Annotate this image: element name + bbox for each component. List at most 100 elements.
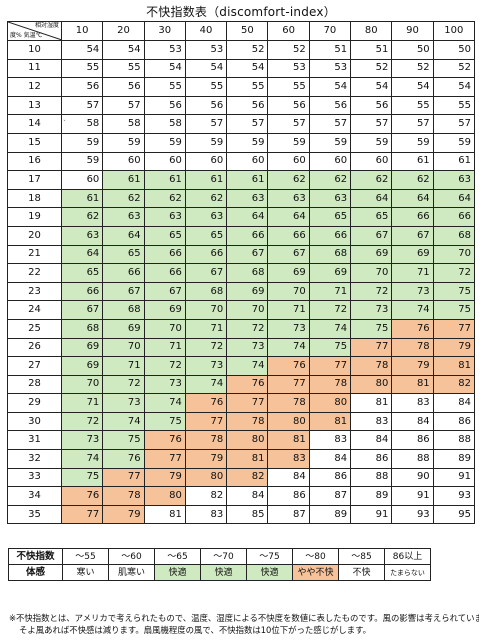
index-cell: 64: [432, 188, 475, 209]
table-row: 28 70 72 73 74 76 77 78 80 81 82: [7, 374, 475, 395]
row-header-temp: 15: [7, 132, 62, 153]
index-cell: 55: [102, 58, 145, 79]
index-cell: 52: [226, 40, 269, 60]
index-cell: 55: [226, 77, 269, 97]
index-cell: 80: [308, 393, 352, 413]
index-cell: 76: [391, 318, 434, 339]
table-row: 23 66 67 67 68 69 70 71 72 73 75: [7, 281, 475, 302]
index-cell: 73: [350, 300, 393, 320]
index-cell: 71: [267, 300, 310, 320]
index-cell: 67: [143, 281, 186, 302]
table-row: 35 77 79 81 83 85 87 89 91 93 95: [7, 504, 475, 525]
index-cell: 78: [350, 356, 393, 376]
index-cell: 73: [102, 393, 145, 413]
legend-feeling-label: 体感: [8, 564, 63, 581]
index-cell: 87: [308, 486, 352, 506]
index-cell: 56: [60, 77, 104, 97]
column-header-humidity: 80: [350, 21, 393, 41]
index-cell: 68: [60, 318, 104, 339]
index-cell: 71: [60, 393, 104, 413]
header-row: 相対湿度 度% 気温℃ 10 20 30 40 50 60 70 80 90 100: [7, 21, 475, 41]
table-row: 33 75 77 79 80 82 84 86 88 90 91: [7, 467, 475, 488]
legend-feeling: 肌寒い: [108, 564, 155, 581]
table-row: 32 74 76 77 79 81 83 84 86 88 89: [7, 449, 475, 469]
index-cell: 57: [184, 114, 228, 134]
index-cell: 90: [391, 467, 434, 488]
legend-range: ～65: [154, 548, 201, 565]
table-row: 10 54 54 53 53 52 52 51 51 50 50: [7, 40, 475, 60]
index-cell: 84: [432, 393, 475, 413]
index-cell: 77: [184, 411, 228, 432]
table-row: 17 60 61 61 61 61 62 62 62 62 63: [7, 170, 475, 190]
row-header-temp: 22: [7, 263, 62, 283]
index-cell: 57: [308, 114, 352, 134]
row-header-temp: 16: [7, 151, 62, 172]
index-cell: 86: [350, 449, 393, 469]
index-cell: 75: [308, 337, 352, 358]
index-cell: 56: [184, 95, 228, 116]
index-cell: 57: [350, 114, 393, 134]
index-cell: 60: [267, 151, 310, 172]
index-cell: 75: [143, 411, 186, 432]
index-cell: 59: [350, 132, 393, 153]
legend-range: 86以上: [384, 548, 431, 565]
row-header-temp: 28: [7, 374, 62, 395]
index-cell: 69: [350, 244, 393, 265]
index-cell: 58: [143, 114, 186, 134]
index-cell: 75: [102, 430, 145, 451]
index-cell: 76: [184, 393, 228, 413]
table-row: 11 55 55 54 54 54 53 53 52 52 52: [7, 58, 475, 79]
index-cell: 57: [267, 114, 310, 134]
index-cell: 68: [184, 281, 228, 302]
index-cell: 61: [391, 151, 434, 172]
index-cell: 67: [60, 300, 104, 320]
table-row: 18 61 62 62 62 63 63 63 64 64 64: [7, 188, 475, 209]
column-header-humidity: 10: [60, 21, 104, 41]
legend-body: 不快指数 ～55 ～60 ～65 ～70 ～75 ～80 ～85 86以上 体感 寒い 肌寒い 快適 快適…: [8, 548, 431, 581]
index-cell: 54: [184, 58, 228, 79]
index-cell: 66: [60, 281, 104, 302]
index-cell: 66: [432, 207, 475, 227]
column-header-humidity: 70: [308, 21, 352, 41]
column-header-humidity: 20: [102, 21, 145, 41]
index-cell: 84: [308, 449, 352, 469]
row-header-temp: 19: [7, 207, 62, 227]
table-row: 31 73 75 76 78 80 81 83 84 86 88: [7, 430, 475, 451]
index-cell: 74: [102, 411, 145, 432]
index-cell: 79: [102, 504, 145, 525]
index-cell: 54: [391, 77, 434, 97]
index-cell: 76: [102, 449, 145, 469]
index-cell: 78: [391, 337, 434, 358]
index-cell: 63: [60, 225, 104, 246]
index-cell: 72: [184, 337, 228, 358]
index-cell: 72: [226, 318, 269, 339]
index-cell: 57: [432, 114, 475, 134]
column-header-humidity: 90: [391, 21, 434, 41]
index-cell: 72: [60, 411, 104, 432]
index-cell: 56: [102, 77, 145, 97]
table-row: 15 59 59 59 59 59 59 59 59 59 59: [7, 132, 475, 153]
index-cell: 59: [184, 132, 228, 153]
index-cell: 69: [60, 337, 104, 358]
column-header-humidity: 50: [226, 21, 269, 41]
index-cell: 79: [184, 449, 228, 469]
index-cell: 62: [60, 207, 104, 227]
index-cell: 88: [391, 449, 434, 469]
index-cell: 77: [102, 467, 145, 488]
index-cell: 75: [350, 318, 393, 339]
index-cell: 61: [184, 170, 228, 190]
index-cell: 56: [350, 95, 393, 116]
index-cell: 70: [143, 318, 186, 339]
index-cell: 53: [308, 58, 352, 79]
index-cell: 69: [102, 318, 145, 339]
index-cell: 74: [143, 393, 186, 413]
row-header-temp: 33: [7, 467, 62, 488]
table-row: 24 67 68 69 70 70 71 72 73 74 75: [7, 300, 475, 320]
index-cell: 62: [308, 170, 352, 190]
index-cell: 63: [267, 188, 310, 209]
table-row: 12 56 56 55 55 55 55 54 54 54 54: [7, 77, 475, 97]
corner-cell: 相対湿度 度% 気温℃: [7, 21, 62, 41]
index-cell: 54: [432, 77, 475, 97]
index-cell: 78: [226, 411, 269, 432]
index-cell: 88: [350, 467, 393, 488]
